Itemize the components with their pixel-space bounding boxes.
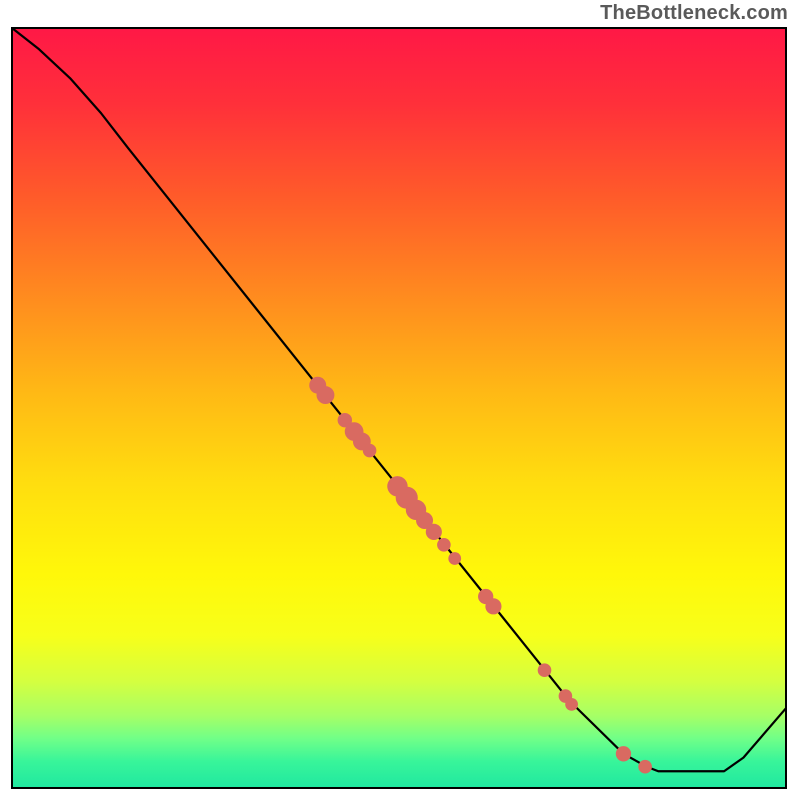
data-marker	[616, 746, 631, 761]
data-marker	[485, 598, 501, 614]
gradient-background	[12, 28, 786, 788]
data-marker	[437, 538, 451, 552]
data-marker	[317, 386, 335, 404]
data-marker	[426, 524, 442, 540]
data-marker	[363, 444, 377, 458]
data-marker	[638, 760, 652, 774]
chart-container: TheBottleneck.com	[0, 0, 800, 800]
data-marker	[538, 663, 552, 677]
data-marker	[448, 552, 461, 565]
data-marker	[565, 698, 578, 711]
attribution-text: TheBottleneck.com	[600, 2, 788, 25]
bottleneck-chart	[0, 0, 800, 800]
